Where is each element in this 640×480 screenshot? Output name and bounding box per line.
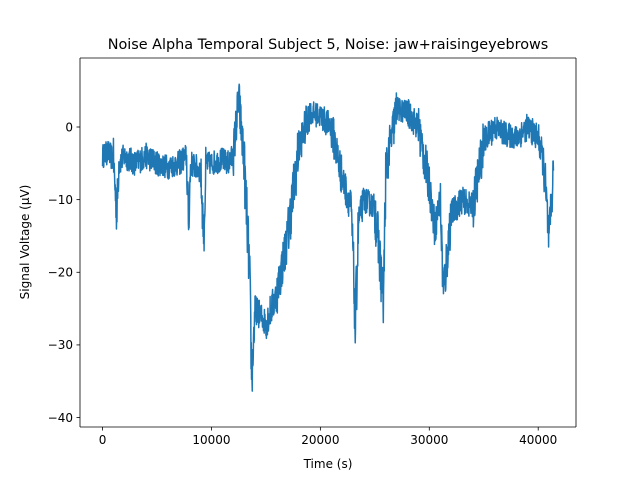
y-tick-label: −20 xyxy=(48,266,73,280)
axes: 0 10000 20000 30000 40000 −40 −30 −20 −10 0 xyxy=(48,57,577,447)
x-axis-label: Time (s) xyxy=(303,457,353,471)
x-tick-label: 20000 xyxy=(301,433,339,447)
signal-trace xyxy=(101,83,555,392)
plot-area xyxy=(101,83,555,392)
y-tick-label: −40 xyxy=(48,411,73,425)
x-tick-label: 30000 xyxy=(410,433,448,447)
x-tick-label: 10000 xyxy=(192,433,230,447)
x-tick-label: 40000 xyxy=(519,433,557,447)
chart-title: Noise Alpha Temporal Subject 5, Noise: j… xyxy=(108,37,549,53)
x-tick-label: 0 xyxy=(99,433,107,447)
y-tick-label: −30 xyxy=(48,338,73,352)
y-tick-label: 0 xyxy=(65,120,73,134)
y-tick-label: −10 xyxy=(48,193,73,207)
y-axis-label: Signal Voltage (μV) xyxy=(18,185,32,300)
